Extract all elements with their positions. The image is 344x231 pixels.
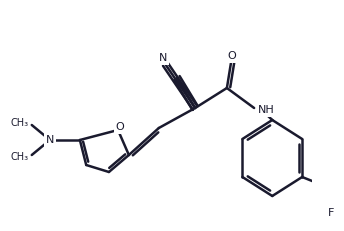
Text: N: N <box>46 135 54 145</box>
Text: NH: NH <box>258 105 275 115</box>
Text: F: F <box>328 208 334 218</box>
Text: CH₃: CH₃ <box>10 152 28 162</box>
Text: O: O <box>116 122 124 132</box>
Text: F: F <box>343 168 344 178</box>
Text: CH₃: CH₃ <box>10 118 28 128</box>
Text: O: O <box>227 51 236 61</box>
Text: N: N <box>159 53 168 63</box>
Text: F: F <box>343 185 344 195</box>
